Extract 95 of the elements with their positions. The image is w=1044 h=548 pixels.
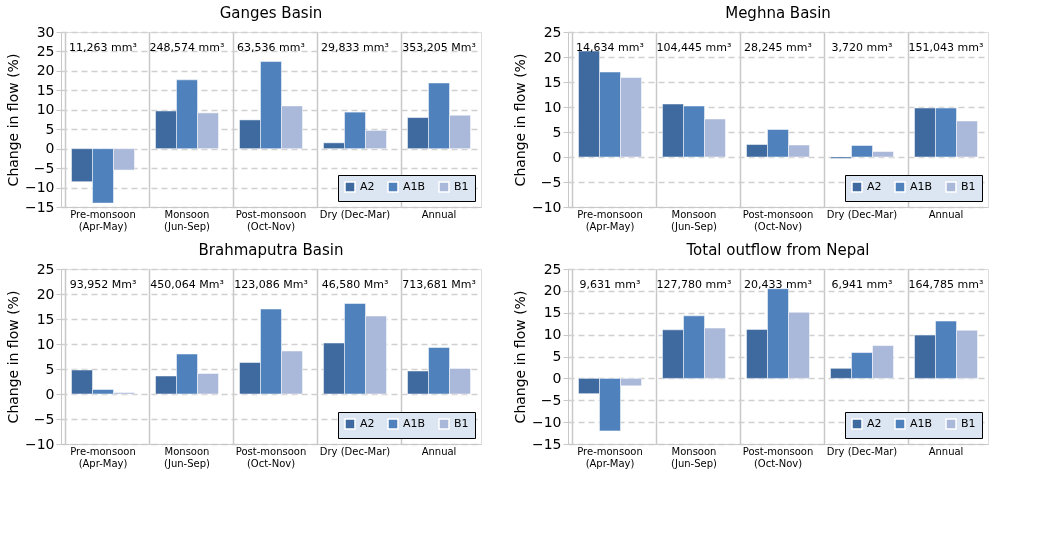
y-tick-label: −10: [531, 413, 562, 430]
x-tick-label: Dry (Dec-Mar): [826, 445, 898, 457]
annotation: 164,785 mm³: [908, 278, 984, 291]
y-tick-label: 20: [36, 62, 55, 79]
y-tick-label: −10: [24, 435, 55, 452]
y-tick-label: 25: [36, 260, 55, 277]
x-tick-label: Monsoon (Jun-Sep): [671, 445, 718, 469]
y-tick-label: 10: [543, 98, 562, 115]
x-tick-label: Annual: [421, 445, 457, 457]
y-tick-label: −5: [33, 159, 55, 176]
x-tick-label: Monsoon (Jun-Sep): [164, 445, 211, 469]
x-tick-label: Annual: [928, 445, 964, 457]
x-tick-label: Post-monsoon (Oct-Nov): [235, 208, 307, 232]
y-tick-label: 10: [36, 335, 55, 352]
y-axis-title: Change in flow (%): [511, 290, 528, 424]
x-tick-label: Post-monsoon (Oct-Nov): [742, 445, 814, 469]
annotation: 20,433 mm³: [744, 278, 812, 291]
y-tick-label: 25: [36, 42, 55, 59]
chart-title: Brahmaputra Basin: [198, 241, 344, 259]
annotation: 104,445 mm³: [656, 41, 732, 54]
annotation: 248,574 mm³: [149, 41, 225, 54]
legend-label: B1: [454, 417, 469, 430]
x-tick-label: Monsoon (Jun-Sep): [671, 208, 718, 232]
x-tick-label: Post-monsoon (Oct-Nov): [235, 445, 307, 469]
y-tick-label: 25: [543, 260, 562, 277]
y-tick-label: 0: [552, 148, 562, 165]
y-tick-label: −5: [540, 391, 562, 408]
legend-label: A1B: [403, 417, 426, 430]
y-tick-label: 30: [36, 23, 55, 40]
legend-label: B1: [961, 180, 976, 193]
x-tick-label: Annual: [421, 208, 457, 220]
annotation: 9,631 mm³: [579, 278, 641, 291]
x-tick-label: Dry (Dec-Mar): [826, 208, 898, 220]
annotation: 127,780 mm³: [656, 278, 732, 291]
x-tick-label: Pre-monsoon (Apr-May): [577, 445, 643, 469]
y-tick-label: 10: [543, 326, 562, 343]
y-tick-label: −5: [33, 410, 55, 427]
legend-label: A2: [360, 180, 375, 193]
y-tick-label: 20: [543, 48, 562, 65]
x-tick-label: Dry (Dec-Mar): [319, 445, 391, 457]
annotation: 14,634 mm³: [576, 41, 644, 54]
x-tick-label: Dry (Dec-Mar): [319, 208, 391, 220]
y-tick-label: −10: [531, 198, 562, 215]
y-tick-label: 5: [552, 123, 562, 140]
y-tick-label: 10: [36, 101, 55, 118]
y-tick-label: 5: [45, 360, 55, 377]
x-tick-label: Pre-monsoon (Apr-May): [577, 208, 643, 232]
annotation: 63,536 mm³: [237, 41, 305, 54]
annotation: 46,580 Mm³: [321, 278, 389, 291]
y-axis-title: Change in flow (%): [4, 53, 21, 187]
chart-title: Meghna Basin: [725, 4, 831, 22]
y-tick-label: 15: [543, 304, 562, 321]
legend-label: A2: [867, 180, 882, 193]
annotation: 29,833 mm³: [321, 41, 389, 54]
y-tick-label: 0: [45, 385, 55, 402]
annotation: 353,205 Mm³: [402, 41, 476, 54]
y-tick-label: 20: [543, 282, 562, 299]
legend-label: B1: [961, 417, 976, 430]
y-tick-label: 5: [45, 120, 55, 137]
y-tick-label: 15: [36, 310, 55, 327]
y-tick-label: 20: [36, 285, 55, 302]
legend-label: B1: [454, 180, 469, 193]
chart-title: Total outflow from Nepal: [685, 241, 870, 259]
annotation: 123,086 Mm³: [234, 278, 308, 291]
x-tick-label: Annual: [928, 208, 964, 220]
annotation: 713,681 Mm³: [402, 278, 476, 291]
legend-label: A2: [360, 417, 375, 430]
x-tick-label: Pre-monsoon (Apr-May): [70, 208, 136, 232]
y-tick-label: 15: [543, 73, 562, 90]
y-tick-label: −10: [24, 179, 55, 196]
annotation: 93,952 Mm³: [69, 278, 137, 291]
annotation: 3,720 mm³: [831, 41, 893, 54]
y-tick-label: −15: [24, 198, 55, 215]
annotation: 6,941 mm³: [831, 278, 893, 291]
x-tick-label: Post-monsoon (Oct-Nov): [742, 208, 814, 232]
y-tick-label: −15: [531, 435, 562, 452]
y-tick-label: 15: [36, 81, 55, 98]
legend-label: A1B: [910, 417, 933, 430]
y-tick-label: 0: [45, 140, 55, 157]
annotation: 28,245 mm³: [744, 41, 812, 54]
y-tick-label: 5: [552, 348, 562, 364]
y-axis-title: Change in flow (%): [4, 290, 21, 424]
y-axis-title: Change in flow (%): [511, 53, 528, 187]
x-tick-label: Monsoon (Jun-Sep): [164, 208, 211, 232]
legend-label: A1B: [910, 180, 933, 193]
y-tick-label: 0: [552, 369, 562, 386]
annotation: 151,043 mm³: [908, 41, 984, 54]
y-tick-label: 25: [543, 23, 562, 40]
chart-title: Ganges Basin: [219, 4, 323, 22]
legend-label: A2: [867, 417, 882, 430]
annotation: 450,064 Mm³: [150, 278, 224, 291]
x-tick-label: Pre-monsoon (Apr-May): [70, 445, 136, 469]
legend-label: A1B: [403, 180, 426, 193]
annotation: 11,263 mm³: [69, 41, 137, 54]
y-tick-label: −5: [540, 173, 562, 190]
